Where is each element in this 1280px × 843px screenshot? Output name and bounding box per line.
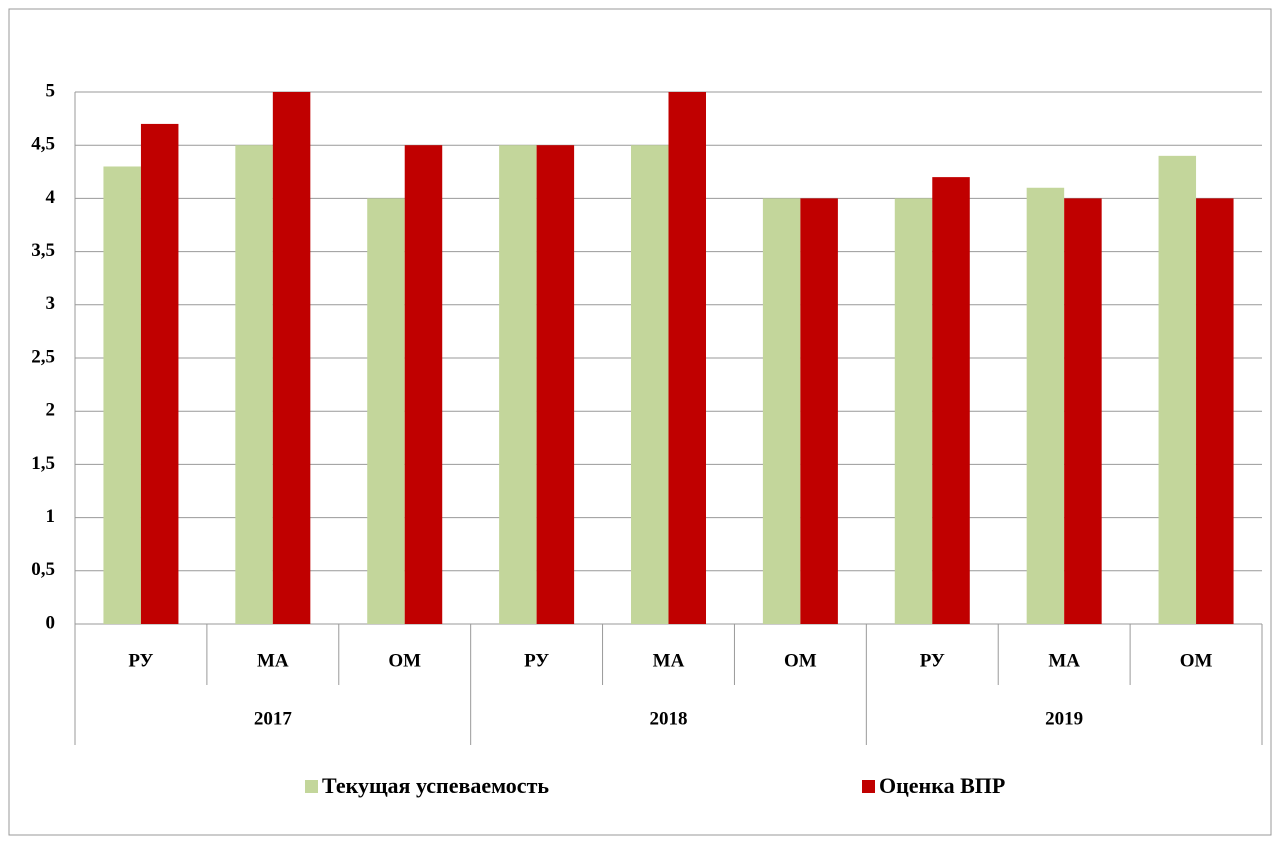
bar bbox=[536, 145, 575, 624]
y-tick-label: 1,5 bbox=[31, 453, 55, 474]
bar bbox=[1158, 155, 1197, 624]
x-tick-label: МА bbox=[257, 650, 289, 671]
y-tick-label: 0,5 bbox=[31, 559, 55, 580]
y-tick-label: 5 bbox=[46, 80, 56, 101]
bar bbox=[800, 198, 838, 624]
y-tick-label: 3 bbox=[46, 293, 56, 314]
bar bbox=[1196, 198, 1234, 624]
x-tick-label: МА bbox=[653, 650, 685, 671]
bar bbox=[631, 145, 669, 624]
x-tick-label: ОМ bbox=[388, 650, 421, 671]
x-tick-label: МА bbox=[1048, 650, 1080, 671]
legend-text: Текущая успеваемость bbox=[322, 773, 549, 798]
x-tick-label: ОМ bbox=[1180, 650, 1213, 671]
y-tick-label: 3,5 bbox=[31, 240, 55, 261]
y-tick-label: 4 bbox=[46, 187, 56, 208]
legend-swatch bbox=[862, 780, 875, 793]
group-label: 2018 bbox=[650, 708, 688, 729]
bar bbox=[1026, 187, 1065, 624]
bar bbox=[367, 198, 405, 624]
x-tick-label: РУ bbox=[920, 650, 945, 671]
bar bbox=[235, 145, 273, 624]
bar bbox=[272, 92, 311, 624]
bar bbox=[932, 177, 970, 624]
group-label: 2019 bbox=[1045, 708, 1083, 729]
y-tick-label: 1 bbox=[46, 506, 56, 527]
bar bbox=[499, 145, 537, 624]
legend-swatch bbox=[305, 780, 318, 793]
bar bbox=[894, 198, 933, 624]
x-tick-label: ОМ bbox=[784, 650, 817, 671]
bar bbox=[668, 92, 706, 624]
y-tick-label: 2 bbox=[46, 400, 56, 421]
bar bbox=[140, 123, 179, 625]
bar bbox=[103, 166, 141, 625]
y-tick-label: 4,5 bbox=[31, 134, 55, 155]
y-tick-label: 2,5 bbox=[31, 346, 55, 367]
x-tick-label: РУ bbox=[524, 650, 549, 671]
x-tick-label: РУ bbox=[128, 650, 153, 671]
chart-border bbox=[8, 8, 1272, 836]
bar bbox=[762, 198, 801, 624]
group-label: 2017 bbox=[254, 708, 293, 729]
bar bbox=[404, 145, 443, 624]
legend-text: Оценка ВПР bbox=[879, 773, 1005, 798]
y-tick-label: 0 bbox=[46, 612, 56, 633]
bar bbox=[1064, 198, 1102, 624]
